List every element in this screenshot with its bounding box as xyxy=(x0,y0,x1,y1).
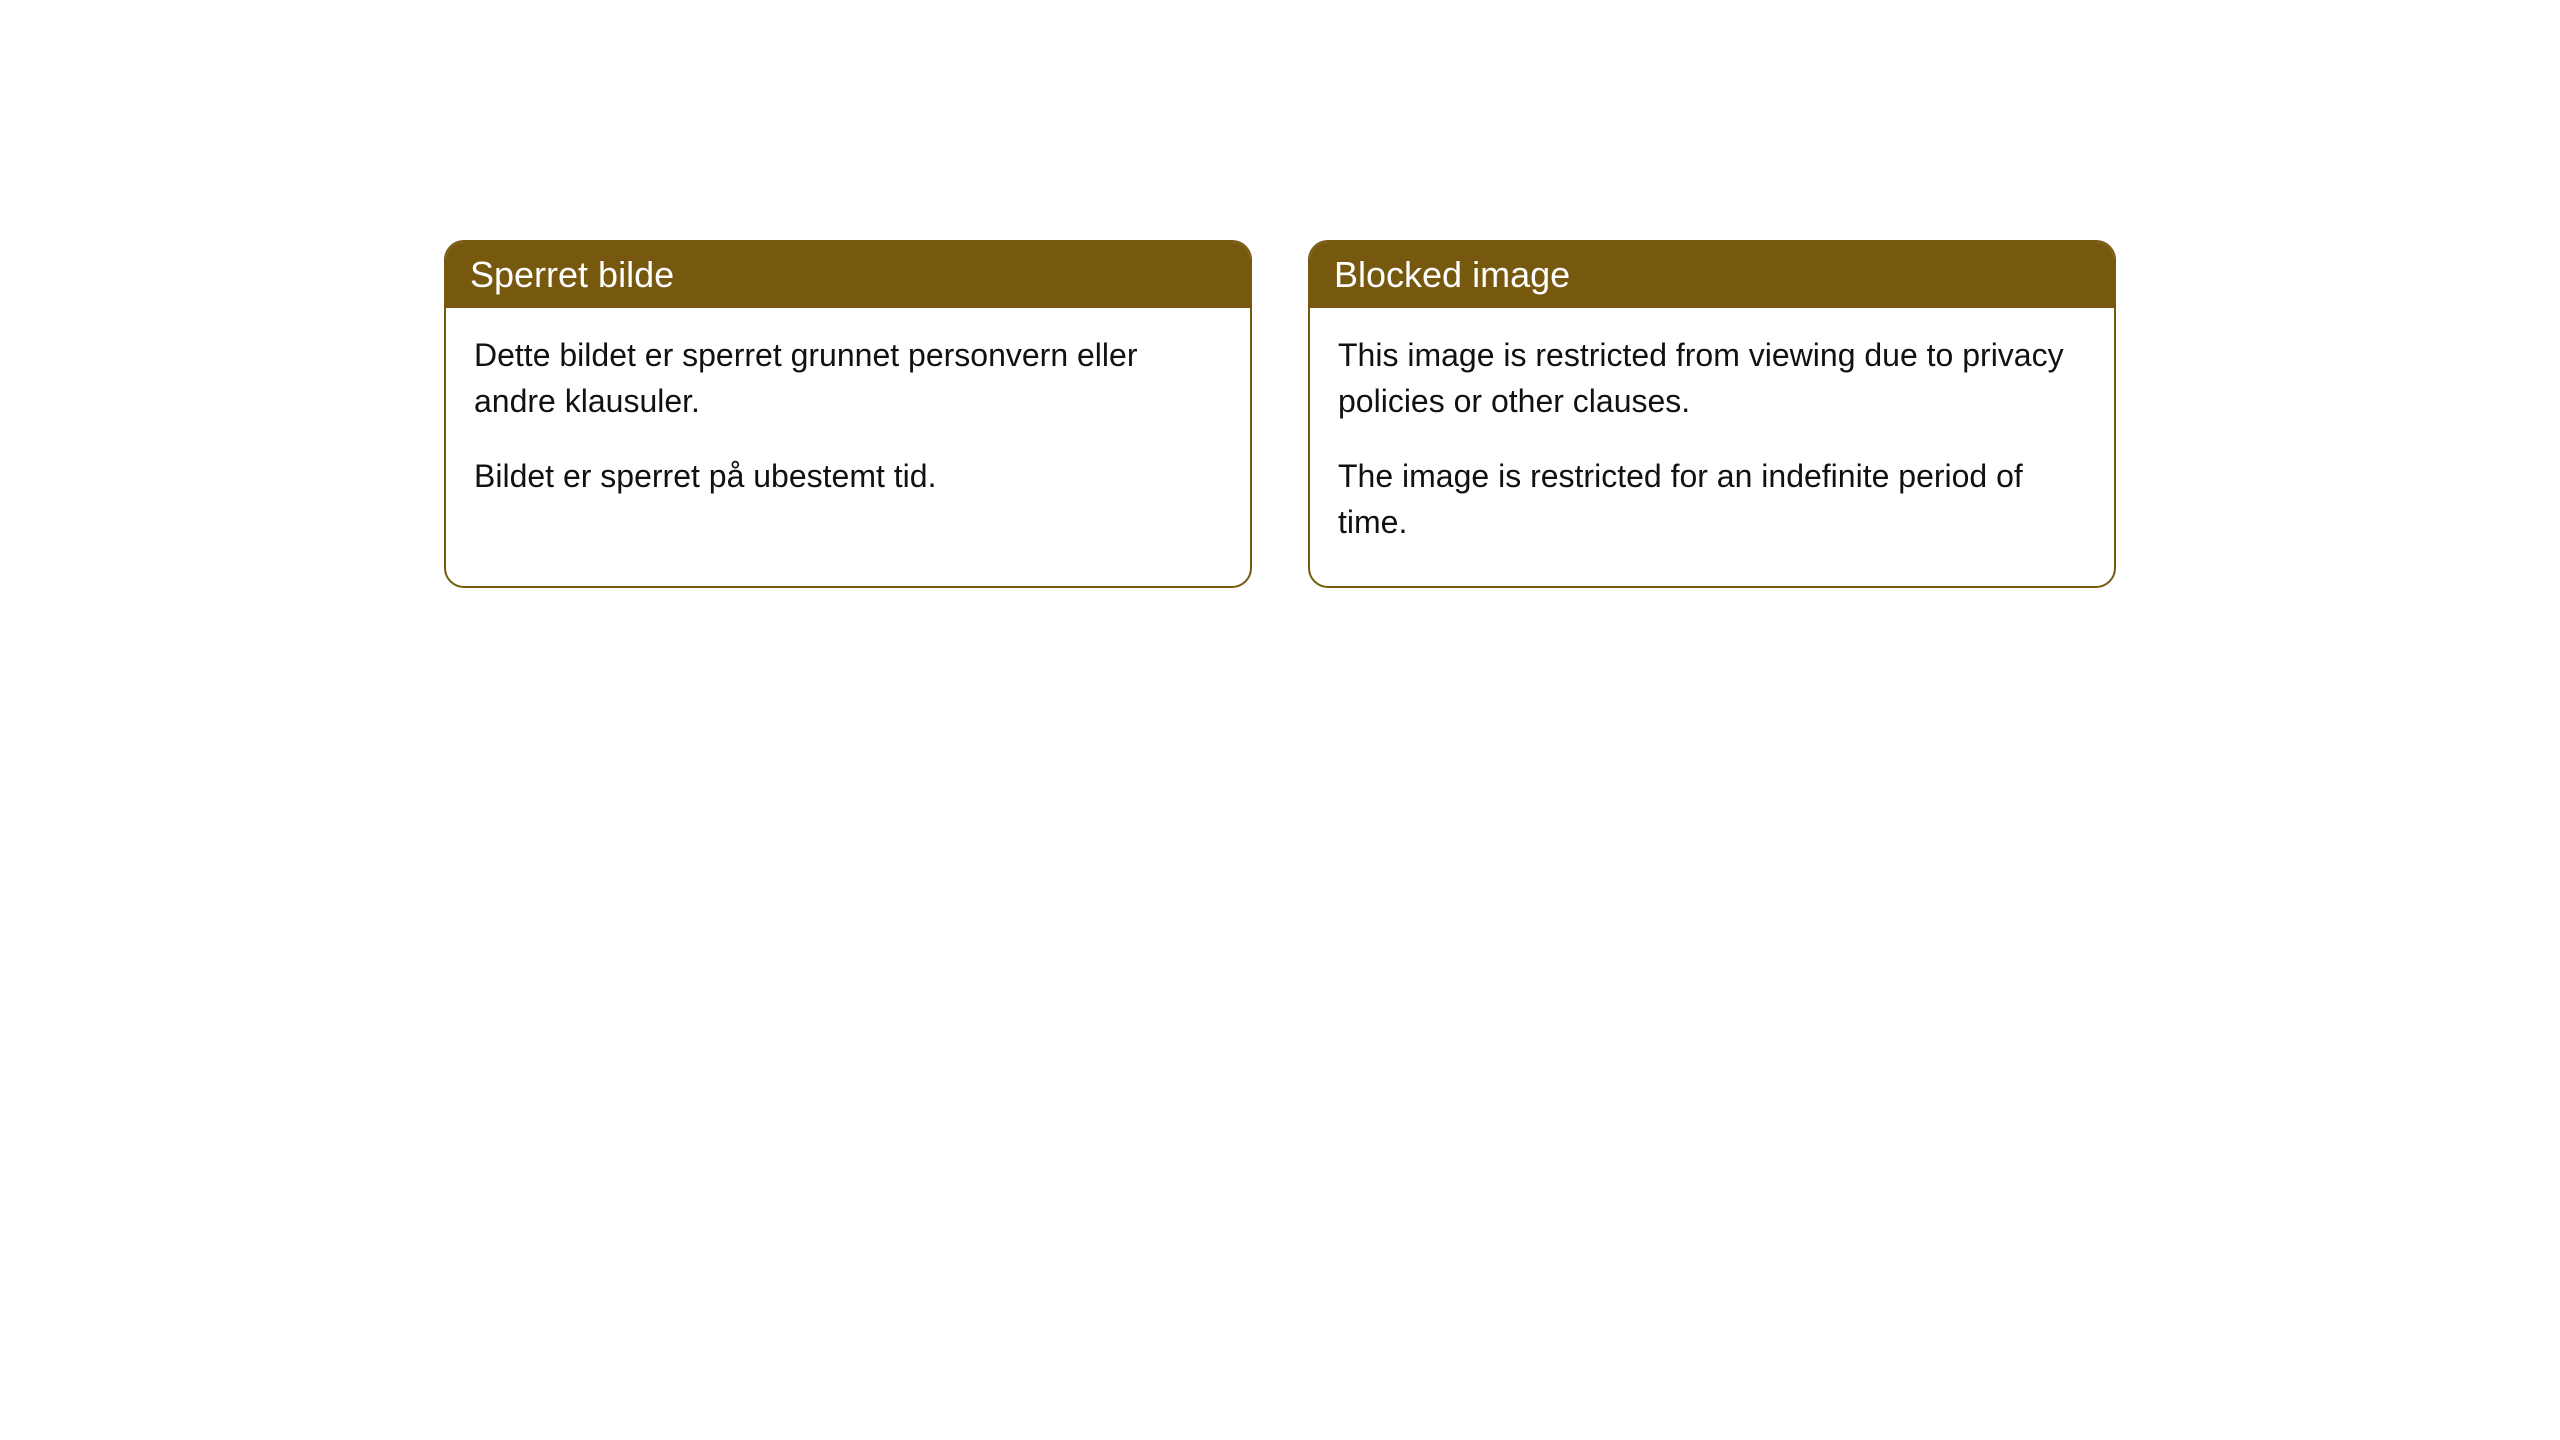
card-paragraph: Dette bildet er sperret grunnet personve… xyxy=(474,332,1222,425)
card-header: Blocked image xyxy=(1310,242,2114,308)
card-title: Sperret bilde xyxy=(470,254,674,295)
card-title: Blocked image xyxy=(1334,254,1570,295)
card-paragraph: Bildet er sperret på ubestemt tid. xyxy=(474,453,1222,499)
card-paragraph: This image is restricted from viewing du… xyxy=(1338,332,2086,425)
card-body: Dette bildet er sperret grunnet personve… xyxy=(446,308,1250,539)
card-body: This image is restricted from viewing du… xyxy=(1310,308,2114,586)
notice-cards-container: Sperret bilde Dette bildet er sperret gr… xyxy=(444,240,2116,588)
card-paragraph: The image is restricted for an indefinit… xyxy=(1338,453,2086,546)
card-header: Sperret bilde xyxy=(446,242,1250,308)
notice-card-norwegian: Sperret bilde Dette bildet er sperret gr… xyxy=(444,240,1252,588)
notice-card-english: Blocked image This image is restricted f… xyxy=(1308,240,2116,588)
